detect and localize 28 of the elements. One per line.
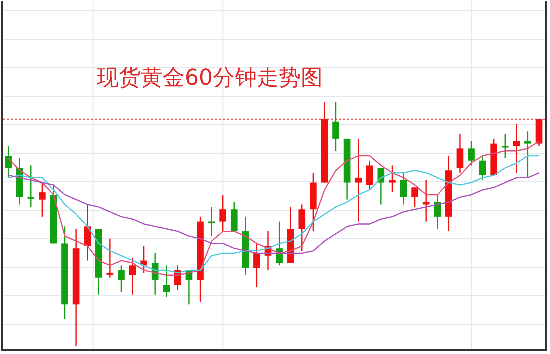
candlestick (389, 165, 396, 194)
candlestick (298, 204, 306, 252)
candlestick (468, 140, 475, 166)
candlestick (220, 194, 227, 232)
candlestick (39, 182, 46, 218)
candlestick (208, 206, 216, 238)
candlestick (152, 252, 159, 296)
candlestick (434, 194, 442, 230)
candlestick (502, 133, 509, 160)
candlestick (84, 204, 92, 262)
candlestick (276, 221, 283, 266)
candlestick (254, 243, 260, 288)
candlestick (456, 133, 464, 174)
candlestick (400, 172, 408, 206)
candlestick (129, 258, 136, 296)
candlestick (5, 146, 12, 179)
candlestick (332, 102, 340, 152)
candlestick (118, 265, 125, 294)
candlestick (230, 202, 238, 232)
candlestick (366, 160, 374, 191)
candlestick (479, 155, 486, 181)
candlestick (524, 131, 532, 179)
candlestick (412, 187, 418, 208)
candlestick (355, 138, 362, 222)
chart-title: 现货黄金60分钟走势图 (97, 65, 323, 93)
candlestick (163, 265, 170, 298)
candlestick (106, 238, 114, 278)
candlestick (28, 165, 35, 208)
